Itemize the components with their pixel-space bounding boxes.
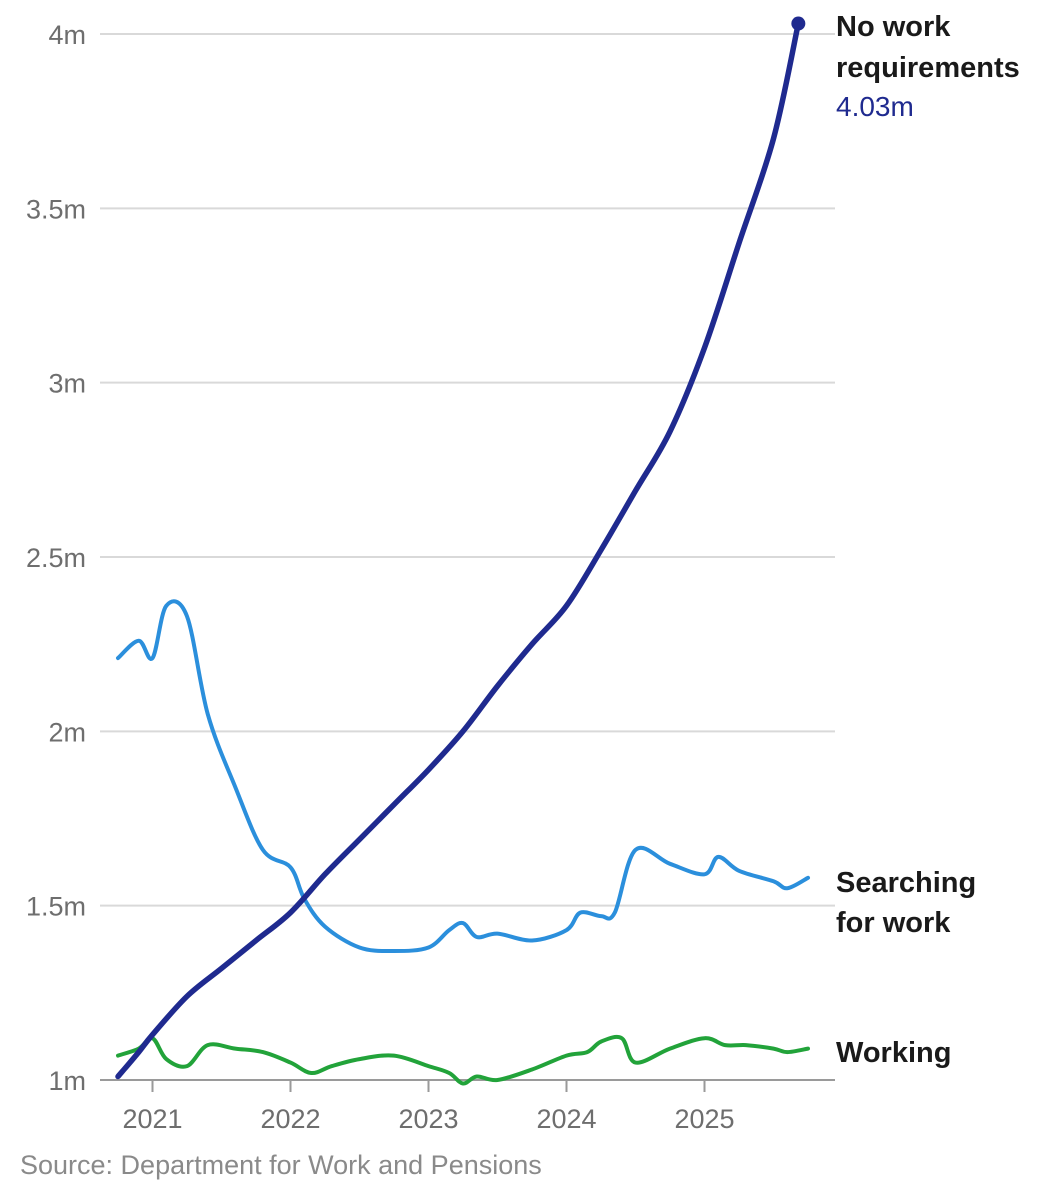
series-lines <box>115 20 810 1086</box>
x-tick-label: 2025 <box>674 1104 734 1134</box>
series-label-no-work-requirements: requirements <box>836 52 1020 84</box>
x-tick-label: 2024 <box>536 1104 596 1134</box>
y-tick-label: 2m <box>48 717 86 747</box>
y-tick-label: 1.5m <box>26 892 86 922</box>
series-line-working <box>116 1034 810 1086</box>
series-label-no-work-requirements: No work <box>836 11 951 43</box>
y-tick-label: 1m <box>48 1066 86 1096</box>
end-value-label: 4.03m <box>836 91 914 122</box>
y-tick-label: 3m <box>48 369 86 399</box>
series-line-no-work-requirements <box>115 20 802 1080</box>
x-tick-label: 2023 <box>398 1104 458 1134</box>
gridlines <box>100 33 835 1081</box>
series-label-working: Working <box>836 1037 951 1069</box>
series-line-searching-for-work <box>116 599 810 954</box>
y-axis-ticks: 1m 1.5m 2m 2.5m 3m 3.5m 4m <box>26 20 86 1096</box>
x-tick-label: 2021 <box>122 1104 182 1134</box>
y-tick-label: 2.5m <box>26 543 86 573</box>
series-label-searching-for-work: for work <box>836 907 951 939</box>
end-point-marker <box>791 16 806 31</box>
source-note: Source: Department for Work and Pensions <box>20 1150 542 1180</box>
series-labels: No work requirements 4.03m Searching for wor… <box>791 11 1020 1069</box>
y-tick-label: 3.5m <box>26 194 86 224</box>
x-tick-label: 2022 <box>260 1104 320 1134</box>
x-axis-ticks: 2021 2022 2023 2024 2025 <box>122 1080 735 1134</box>
series-label-searching-for-work: Searching <box>836 867 976 899</box>
y-tick-label: 4m <box>48 20 86 50</box>
